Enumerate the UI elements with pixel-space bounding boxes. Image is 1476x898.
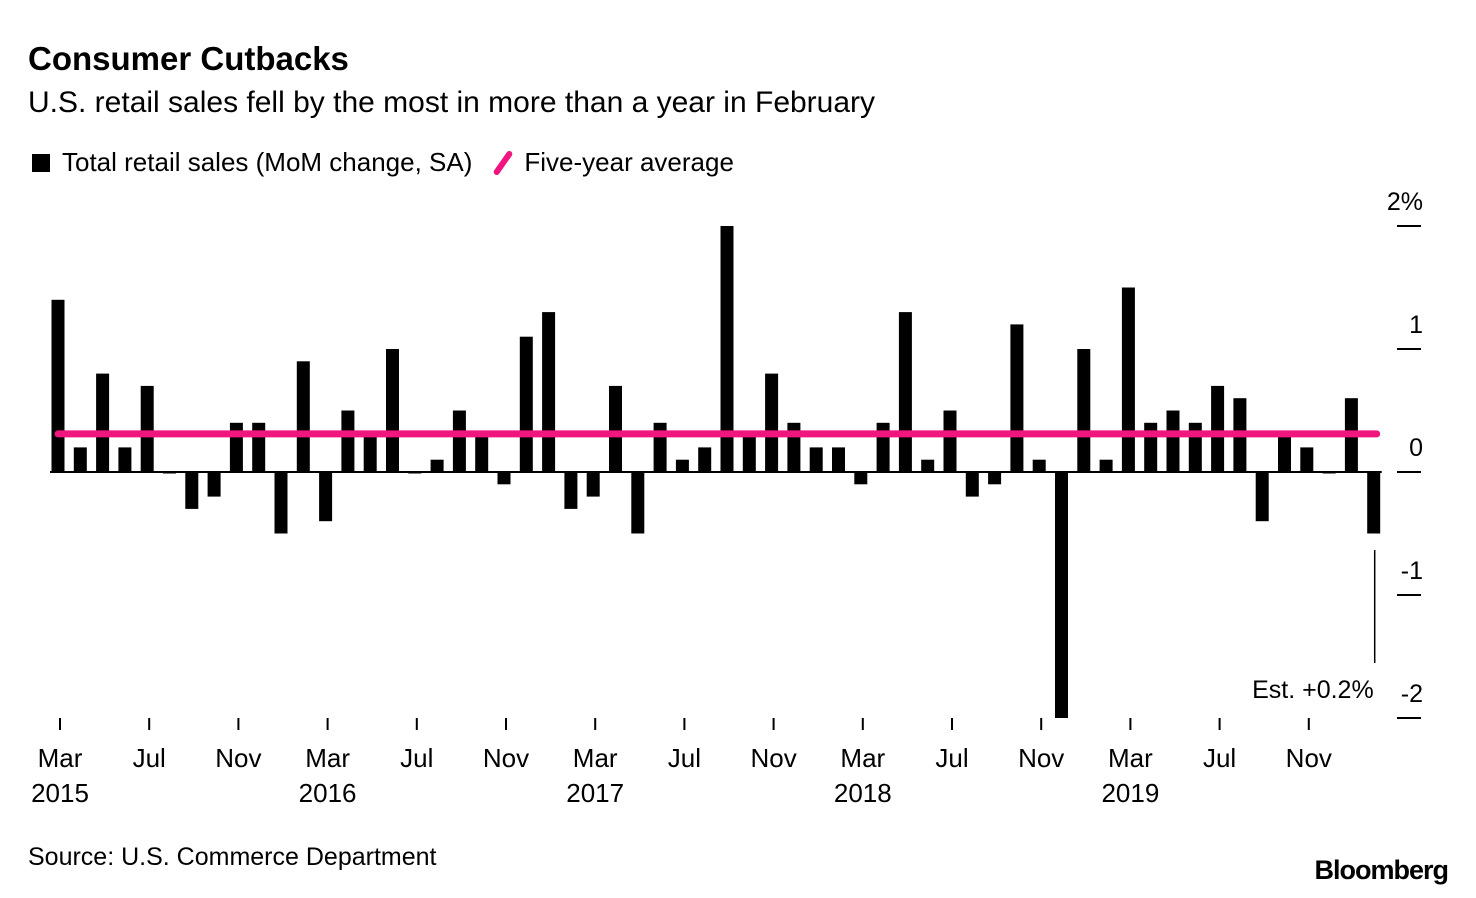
bar xyxy=(1010,324,1024,472)
bar xyxy=(475,435,489,472)
x-tick-year: 2018 xyxy=(834,778,892,808)
y-tick-label: 0 xyxy=(1409,434,1423,462)
chart-title: Consumer Cutbacks xyxy=(28,40,349,77)
bar xyxy=(720,226,734,472)
bar xyxy=(854,472,868,485)
x-tick-label: Jul xyxy=(935,743,968,773)
x-tick-label: Mar xyxy=(38,743,83,773)
bar xyxy=(965,472,979,497)
bar xyxy=(519,336,533,472)
bar xyxy=(497,472,511,485)
bar xyxy=(452,410,466,472)
x-tick-year: 2016 xyxy=(299,778,357,808)
bar xyxy=(96,373,110,472)
y-tick-label: -1 xyxy=(1401,557,1423,585)
bar xyxy=(742,435,756,472)
bar xyxy=(296,361,310,472)
bar xyxy=(809,447,823,472)
bloomberg-logo: Bloomberg xyxy=(1314,855,1449,885)
x-tick-label: Mar xyxy=(573,743,618,773)
bar xyxy=(1211,385,1225,472)
x-tick-label: Jul xyxy=(400,743,433,773)
y-tick-label: -2 xyxy=(1401,680,1423,708)
bar xyxy=(73,447,87,472)
bar xyxy=(988,472,1002,485)
bar xyxy=(1255,472,1269,522)
bar xyxy=(1300,447,1314,472)
bar xyxy=(586,472,600,497)
bar xyxy=(1188,422,1202,472)
bar xyxy=(876,422,890,472)
bar xyxy=(1099,459,1113,472)
x-tick-label: Nov xyxy=(483,743,529,773)
bar xyxy=(542,312,556,472)
bar xyxy=(1121,287,1135,472)
bar xyxy=(252,422,266,472)
x-tick-label: Mar xyxy=(840,743,885,773)
bar xyxy=(564,472,578,509)
bar xyxy=(698,447,712,472)
chart-subtitle: U.S. retail sales fell by the most in mo… xyxy=(28,86,876,119)
x-tick-label: Nov xyxy=(215,743,261,773)
bar xyxy=(341,410,355,472)
bar xyxy=(386,349,399,472)
x-tick-year: 2017 xyxy=(566,778,624,808)
bar xyxy=(1144,422,1158,472)
x-tick-year: 2019 xyxy=(1101,778,1159,808)
y-tick-label: 2% xyxy=(1387,188,1423,216)
bar xyxy=(1322,472,1336,474)
bar xyxy=(898,312,912,472)
bar xyxy=(207,472,221,497)
bar xyxy=(274,472,288,534)
bar xyxy=(1055,472,1068,718)
legend-label-average: Five-year average xyxy=(524,147,734,177)
bar xyxy=(675,459,689,472)
bar xyxy=(118,447,132,472)
bar xyxy=(765,373,779,472)
source-note: Source: U.S. Commerce Department xyxy=(28,843,437,871)
bar xyxy=(363,435,377,472)
bar xyxy=(1278,435,1291,472)
bar xyxy=(229,422,243,472)
y-tick-label: 1 xyxy=(1409,311,1423,339)
legend-label-retail-sales: Total retail sales (MoM change, SA) xyxy=(62,147,473,177)
bar xyxy=(832,447,845,472)
bar xyxy=(1032,459,1046,472)
bar xyxy=(1077,349,1091,472)
bar xyxy=(163,472,176,474)
x-tick-label: Nov xyxy=(1286,743,1332,773)
x-tick-label: Jul xyxy=(133,743,166,773)
x-tick-label: Jul xyxy=(1203,743,1236,773)
x-tick-label: Mar xyxy=(1108,743,1153,773)
legend: Total retail sales (MoM change, SA) Five… xyxy=(32,147,734,178)
bar xyxy=(921,459,935,472)
bar xyxy=(430,459,444,472)
annotation-estimate: Est. +0.2% xyxy=(1252,676,1374,704)
bar xyxy=(319,472,333,522)
bar xyxy=(653,422,667,472)
x-tick-year: 2015 xyxy=(31,778,89,808)
bar xyxy=(140,385,154,472)
bar xyxy=(1166,410,1180,472)
bar xyxy=(408,472,422,474)
x-tick-label: Mar xyxy=(305,743,350,773)
x-tick-label: Jul xyxy=(668,743,701,773)
bar xyxy=(631,472,645,534)
x-tick-label: Nov xyxy=(1018,743,1064,773)
bar xyxy=(1367,472,1381,534)
bar xyxy=(609,385,622,472)
bar xyxy=(787,422,801,472)
bar xyxy=(185,472,199,509)
bar xyxy=(943,410,957,472)
bar xyxy=(51,299,65,472)
legend-bar-swatch xyxy=(32,153,50,172)
x-tick-label: Nov xyxy=(750,743,796,773)
